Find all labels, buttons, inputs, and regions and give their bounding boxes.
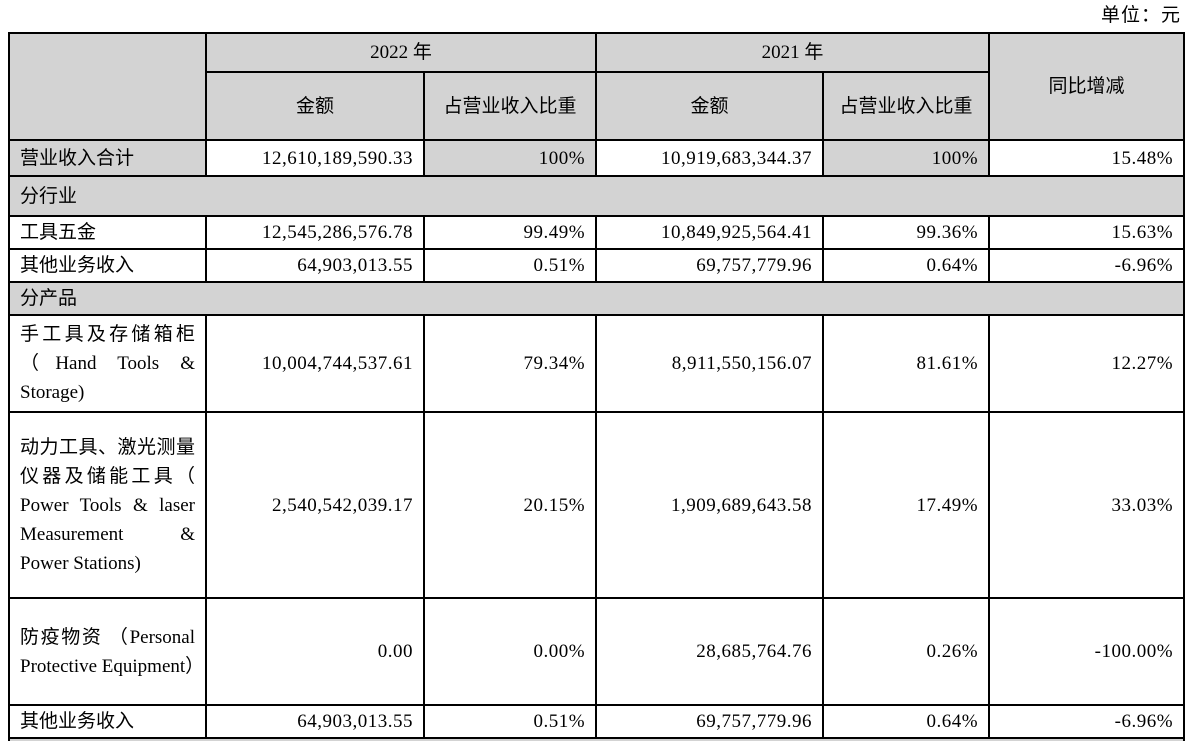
cell-amount-2021: 8,911,550,156.07 [595, 314, 825, 413]
table-row-ppe: 防疫物资 （Personal Protective Equipment） 0.0… [8, 597, 1186, 706]
cell-amount-2021: 69,757,779.96 [595, 704, 825, 739]
cell-yoy: -100.00% [988, 597, 1186, 706]
cell-pct-2022: 20.15% [422, 411, 598, 599]
header-pct-2021: 占营业收入比重 [822, 71, 991, 141]
revenue-table: 2022 年 2021 年 同比增减 金额 占营业收入比重 金额 占营业收入比重… [7, 32, 1186, 741]
header-year-2021: 2021 年 [595, 32, 991, 73]
cell-yoy: -6.96% [988, 248, 1186, 283]
cell-amount-2022: 10,004,744,537.61 [205, 314, 425, 413]
unit-label: 单位：元 [1100, 5, 1181, 26]
header-pct-2022: 占营业收入比重 [422, 71, 598, 141]
cell-pct-2022: 0.00% [422, 597, 598, 706]
cell-label: 营业收入合计 [8, 139, 207, 177]
cell-amount-2021: 1,909,689,643.58 [595, 411, 825, 599]
table-row-other-income-industry: 其他业务收入 64,903,013.55 0.51% 69,757,779.96… [8, 248, 1186, 283]
cell-pct-2022: 79.34% [422, 314, 598, 413]
cell-yoy: 15.48% [988, 139, 1186, 177]
cell-yoy: 12.27% [988, 314, 1186, 413]
header-amount-2021: 金额 [595, 71, 825, 141]
cell-pct-2021: 17.49% [822, 411, 991, 599]
section-row-cutoff [7, 737, 1186, 741]
cell-pct-2022: 99.49% [422, 215, 598, 250]
cell-pct-2021: 99.36% [822, 215, 991, 250]
cell-pct-2022: 100% [422, 139, 598, 177]
cell-amount-2022: 64,903,013.55 [205, 704, 425, 739]
cell-label: 动力工具、激光测量仪器及储能工具（ Power Tools & laser Me… [8, 411, 207, 599]
header-yoy-change: 同比增减 [988, 32, 1186, 141]
header-year-2022: 2022 年 [204, 32, 598, 73]
cell-label: 手工具及存储箱柜（Hand Tools & Storage) [8, 314, 207, 413]
cell-amount-2021: 69,757,779.96 [595, 248, 825, 283]
cell-label: 其他业务收入 [8, 248, 207, 283]
cell-amount-2022: 0.00 [205, 597, 425, 706]
cell-yoy: 15.63% [988, 215, 1186, 250]
table-row-power-tools: 动力工具、激光测量仪器及储能工具（ Power Tools & laser Me… [8, 411, 1186, 599]
cell-amount-2022: 12,545,286,576.78 [205, 215, 425, 250]
cell-pct-2022: 0.51% [422, 248, 598, 283]
header-amount-2022: 金额 [205, 71, 425, 141]
section-label: 分行业 [7, 175, 1186, 217]
cell-pct-2021: 100% [822, 139, 991, 177]
cell-amount-2022: 64,903,013.55 [205, 248, 425, 283]
table-row-hand-tools-storage: 手工具及存储箱柜（Hand Tools & Storage) 10,004,74… [8, 314, 1186, 413]
cell-yoy: 33.03% [988, 411, 1186, 599]
cell-amount-2021: 28,685,764.76 [595, 597, 825, 706]
cell-pct-2021: 0.64% [822, 704, 991, 739]
cell-amount-2022: 12,610,189,590.33 [205, 139, 425, 177]
header-row-measures: 金额 占营业收入比重 金额 占营业收入比重 [9, 71, 1184, 141]
header-row-years: 2022 年 2021 年 同比增减 [8, 32, 1186, 141]
cell-yoy: -6.96% [988, 704, 1186, 739]
table-row-tools-hardware: 工具五金 12,545,286,576.78 99.49% 10,849,925… [8, 215, 1186, 250]
table-row-other-income-product: 其他业务收入 64,903,013.55 0.51% 69,757,779.96… [8, 704, 1186, 739]
corner-blank-cell [8, 32, 207, 141]
section-cutoff-cell [7, 737, 1186, 741]
cell-pct-2022: 0.51% [422, 704, 598, 739]
cell-amount-2021: 10,919,683,344.37 [595, 139, 825, 177]
section-label: 分产品 [7, 281, 1186, 316]
cell-pct-2021: 0.26% [822, 597, 991, 706]
cell-label: 工具五金 [8, 215, 207, 250]
cell-label: 其他业务收入 [8, 704, 207, 739]
cell-amount-2022: 2,540,542,039.17 [205, 411, 425, 599]
table-row-total-revenue: 营业收入合计 12,610,189,590.33 100% 10,919,683… [8, 139, 1186, 177]
section-row-by-industry: 分行业 [7, 175, 1186, 217]
cell-pct-2021: 0.64% [822, 248, 991, 283]
section-row-by-product: 分产品 [7, 281, 1186, 316]
cell-amount-2021: 10,849,925,564.41 [595, 215, 825, 250]
cell-pct-2021: 81.61% [822, 314, 991, 413]
cell-label: 防疫物资 （Personal Protective Equipment） [8, 597, 207, 706]
